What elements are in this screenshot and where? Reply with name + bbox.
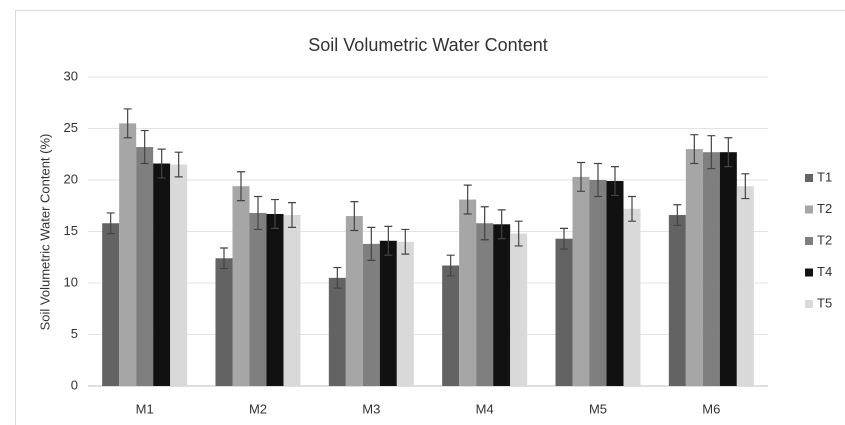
y-tick-label: 5 <box>71 326 78 341</box>
error-bar <box>560 227 568 250</box>
bar <box>606 181 624 386</box>
bar <box>719 152 737 386</box>
bar <box>685 149 703 386</box>
bar <box>493 224 511 386</box>
error-bar <box>271 198 279 230</box>
error-bar <box>288 202 296 228</box>
bar <box>459 199 477 386</box>
error-bar <box>350 201 359 232</box>
legend-swatch <box>805 268 813 277</box>
error-bar <box>690 134 699 165</box>
legend-label: T4 <box>817 264 832 279</box>
error-bar <box>106 212 115 235</box>
error-bar <box>577 161 585 192</box>
error-bar <box>514 220 523 247</box>
x-tick-label: M1 <box>136 401 154 416</box>
bar <box>345 216 363 386</box>
legend-label: T5 <box>817 295 832 310</box>
legend-swatch <box>805 205 813 214</box>
error-bar <box>480 206 489 241</box>
bar <box>153 163 171 386</box>
bar <box>379 240 397 386</box>
bar <box>136 147 154 386</box>
x-tick-label: M6 <box>702 401 720 416</box>
bar <box>119 123 137 386</box>
error-bar <box>594 162 602 198</box>
bar <box>362 243 380 386</box>
error-bar <box>123 108 132 139</box>
error-bar <box>673 204 682 226</box>
error-bar <box>140 129 149 165</box>
error-bar <box>611 166 619 197</box>
bar <box>476 223 494 386</box>
y-tick-label: 15 <box>64 223 78 238</box>
bar <box>623 208 641 386</box>
bar <box>510 233 528 386</box>
error-bar <box>401 228 410 255</box>
bar <box>572 176 590 386</box>
bar <box>102 223 120 386</box>
error-bar <box>741 173 750 200</box>
error-bar <box>157 148 166 179</box>
error-bar <box>174 151 183 178</box>
error-bar <box>220 247 228 270</box>
legend-swatch <box>805 174 813 182</box>
legend-label: T2 <box>817 201 832 216</box>
y-tick-label: 0 <box>71 377 78 392</box>
error-bar <box>446 254 455 277</box>
error-bar <box>384 225 393 256</box>
bar <box>702 152 720 386</box>
bar <box>396 241 414 386</box>
legend-label: T1 <box>817 169 832 184</box>
bar <box>170 164 188 386</box>
error-bar <box>628 195 636 222</box>
error-bar <box>237 171 245 202</box>
error-bar <box>497 209 506 240</box>
bar <box>266 213 284 386</box>
x-tick-label: M2 <box>249 401 267 416</box>
x-tick-label: M4 <box>476 401 494 416</box>
y-tick-label: 25 <box>64 120 78 135</box>
chart-border <box>15 10 845 425</box>
bar <box>555 238 573 386</box>
bar <box>442 265 460 386</box>
y-tick-label: 20 <box>64 171 78 186</box>
legend-swatch <box>805 237 813 245</box>
chart-title: Soil Volumetric Water Content <box>308 35 547 55</box>
y-tick-label: 30 <box>64 68 78 83</box>
bar <box>232 186 250 386</box>
legend-label: T2 <box>817 232 832 247</box>
bar <box>589 180 607 386</box>
bar <box>283 215 301 386</box>
bar <box>328 277 346 386</box>
error-bar <box>254 195 262 231</box>
error-bar <box>707 135 716 170</box>
error-bar <box>333 266 342 289</box>
error-bar <box>463 184 472 215</box>
bar <box>668 215 686 386</box>
bar <box>736 186 754 386</box>
x-tick-label: M3 <box>362 401 380 416</box>
bar <box>249 212 267 386</box>
y-tick-label: 10 <box>64 274 78 289</box>
x-tick-label: M5 <box>589 401 607 416</box>
legend-swatch <box>805 300 813 308</box>
error-bar <box>367 226 376 261</box>
y-axis-label: Soil Volumetric Water Content (%) <box>37 134 52 331</box>
error-bar <box>724 137 733 168</box>
bar <box>215 258 233 386</box>
